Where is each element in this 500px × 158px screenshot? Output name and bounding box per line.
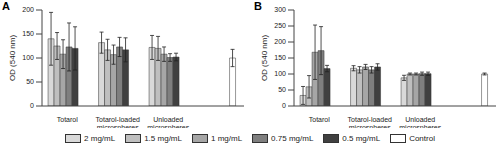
svg-text:0: 0: [282, 102, 286, 109]
svg-text:100: 100: [22, 54, 34, 61]
svg-text:250: 250: [274, 22, 286, 29]
svg-text:OD (540 nm): OD (540 nm): [260, 35, 269, 82]
svg-text:Totarol-loadedmicrospheres: Totarol-loadedmicrospheres: [96, 116, 140, 128]
svg-text:200: 200: [274, 38, 286, 45]
svg-text:150: 150: [274, 54, 286, 61]
html-text:0.5 mg/mL: 0.5 mg/mL: [342, 134, 381, 143]
svg-text:50: 50: [26, 78, 34, 85]
html-text:A: A: [2, 0, 10, 12]
svg-text:100: 100: [274, 70, 286, 77]
svg-text:200: 200: [22, 6, 34, 13]
html-text:1.5 mg/mL: 1.5 mg/mL: [144, 134, 182, 143]
svg-text:Totarol-loadedmicrospheres: Totarol-loadedmicrospheres: [348, 116, 392, 128]
html-text:B: B: [254, 0, 262, 12]
svg-text:Unloadedmicrospheres: Unloadedmicrospheres: [147, 116, 190, 128]
html-text:Control: Control: [409, 134, 435, 143]
html-text:1 mg/mL: 1 mg/mL: [211, 134, 243, 143]
svg-text:Totarol: Totarol: [57, 116, 78, 123]
html-text:2 mg/mL: 2 mg/mL: [84, 134, 116, 143]
svg-text:Unloadedmicrospheres: Unloadedmicrospheres: [399, 116, 442, 128]
svg-text:150: 150: [22, 30, 34, 37]
svg-text:0: 0: [30, 102, 34, 109]
svg-text:OD (540 nm): OD (540 nm): [8, 35, 17, 82]
html-text:0.75 mg/mL: 0.75 mg/mL: [271, 134, 314, 143]
svg-text:300: 300: [274, 6, 286, 13]
svg-text:Totarol: Totarol: [309, 116, 330, 123]
svg-text:50: 50: [278, 86, 286, 93]
